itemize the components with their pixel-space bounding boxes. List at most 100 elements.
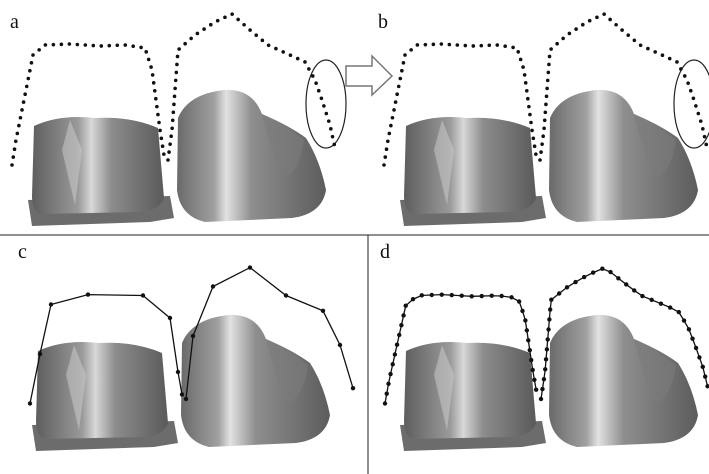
contour-point	[540, 142, 544, 146]
contour-point	[416, 43, 420, 47]
contour-point	[284, 293, 288, 297]
contour-point	[175, 71, 179, 75]
contour-point	[385, 391, 389, 395]
contour-point	[248, 265, 252, 269]
contour-point	[107, 44, 111, 48]
contour-point	[196, 32, 200, 36]
contour-point	[175, 63, 179, 67]
contour-point	[525, 89, 529, 93]
contour-point	[236, 18, 240, 22]
contour-point	[10, 163, 14, 167]
contour-point	[16, 132, 20, 136]
contour-point	[173, 87, 177, 91]
contour-point	[123, 43, 127, 47]
contour-point	[338, 343, 342, 347]
contour-point	[701, 127, 705, 131]
contour-point	[668, 57, 672, 61]
contour-point	[402, 61, 406, 65]
contour-point	[397, 85, 401, 89]
teeth	[32, 315, 330, 451]
contour-point	[189, 37, 193, 41]
contour-point	[620, 28, 624, 32]
contour-point	[170, 126, 174, 130]
contour-point	[545, 87, 549, 91]
contour-point	[544, 111, 548, 115]
contour-point	[392, 108, 396, 112]
contour-point	[542, 377, 546, 381]
contour-point	[480, 294, 484, 298]
contour-point	[639, 43, 643, 47]
contour-point	[385, 147, 389, 151]
contour-point	[388, 132, 392, 136]
contour-point	[160, 137, 164, 141]
contour-point	[420, 293, 424, 297]
contour-point	[254, 33, 258, 37]
contour-point	[523, 73, 527, 77]
contour-point	[19, 116, 23, 120]
contour-point	[528, 348, 532, 352]
contour-point	[487, 44, 491, 48]
contour-point	[600, 267, 604, 271]
contour-point	[332, 143, 336, 147]
contour-point	[172, 111, 176, 115]
contour-point	[22, 100, 26, 104]
contour-point	[184, 397, 188, 401]
contour-point	[679, 67, 683, 71]
contour-point	[274, 47, 278, 51]
contour-point	[440, 292, 444, 296]
contour-point	[703, 374, 707, 378]
contour-point	[448, 43, 452, 47]
contour-point	[545, 95, 549, 99]
contour-point	[303, 60, 307, 64]
contour-point	[511, 46, 515, 50]
contour-point	[653, 50, 657, 54]
contour-point	[677, 310, 681, 314]
contour-point	[534, 152, 538, 156]
contour-point	[382, 163, 386, 167]
contour-point	[614, 23, 618, 27]
contour-point	[591, 270, 595, 274]
contour-point	[322, 104, 326, 108]
contour-point	[694, 346, 698, 350]
contour-point	[400, 69, 404, 73]
contour-point	[147, 58, 151, 62]
contour-point	[386, 140, 390, 144]
contour-point	[156, 113, 160, 117]
contour-point	[470, 294, 474, 298]
contour-point	[699, 119, 703, 123]
contour-point	[686, 81, 690, 85]
contour-point	[519, 58, 523, 62]
arrow	[346, 56, 392, 95]
contour-point	[180, 392, 184, 396]
contour-point	[173, 95, 177, 99]
contour-point	[391, 362, 395, 366]
panel-label: b	[378, 11, 388, 33]
contour-point	[20, 108, 24, 112]
contour-point	[549, 47, 553, 51]
contour-point	[524, 81, 528, 85]
contour-point	[386, 382, 390, 386]
contour-point	[626, 33, 630, 37]
contour-point	[351, 386, 355, 390]
contour-point	[211, 284, 215, 288]
contour-point	[432, 43, 436, 47]
contour-point	[158, 129, 162, 133]
contour-point	[545, 347, 549, 351]
contour-point	[633, 39, 637, 43]
panel-label: a	[10, 11, 19, 33]
contour-point	[44, 43, 48, 47]
contour-point	[479, 44, 483, 48]
contour-point	[546, 327, 550, 331]
contour-point	[151, 73, 155, 77]
teeth	[400, 90, 698, 226]
contour-point	[92, 44, 96, 48]
contour-point	[525, 328, 529, 332]
figure: a b c d	[0, 0, 709, 474]
contour-point	[325, 112, 329, 116]
contour-point	[157, 121, 161, 125]
contour-point	[394, 100, 398, 104]
contour-point	[388, 372, 392, 376]
contour-point	[174, 79, 178, 83]
contour-point	[624, 282, 628, 286]
contour-point	[321, 309, 325, 313]
